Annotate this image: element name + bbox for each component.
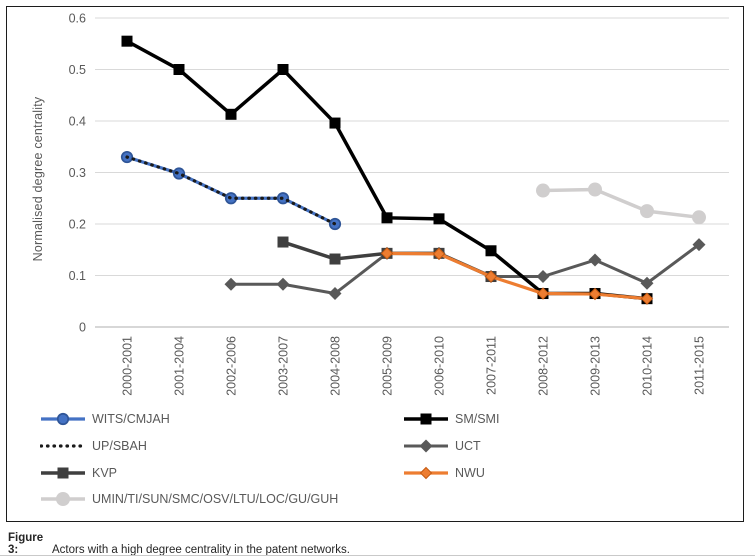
data-point bbox=[121, 35, 133, 47]
x-tick-label: 2010-2014 bbox=[641, 336, 655, 396]
series-line bbox=[542, 187, 700, 220]
x-tick-label: 2004-2008 bbox=[329, 336, 343, 396]
data-point bbox=[433, 213, 445, 225]
data-point bbox=[328, 287, 342, 301]
series-line bbox=[125, 155, 337, 226]
data-point bbox=[329, 253, 341, 265]
data-point bbox=[173, 64, 185, 75]
y-tick-label: 0.6 bbox=[69, 12, 86, 26]
data-point bbox=[536, 287, 550, 300]
series-nwu bbox=[380, 247, 654, 305]
data-point bbox=[588, 182, 602, 197]
data-point bbox=[588, 253, 602, 267]
data-point bbox=[432, 247, 446, 261]
data-point bbox=[329, 117, 341, 129]
caption-label: Figure 3: bbox=[8, 532, 44, 556]
y-tick-label: 0.4 bbox=[69, 115, 86, 129]
data-point bbox=[277, 236, 289, 248]
data-point bbox=[588, 287, 602, 301]
x-tick-label: 2007-2011 bbox=[485, 336, 499, 395]
series-line bbox=[231, 243, 700, 296]
data-point bbox=[225, 108, 237, 120]
x-tick-label: 2008-2012 bbox=[537, 336, 551, 396]
x-tick-label: 2009-2013 bbox=[589, 336, 603, 396]
y-tick-label: 0.2 bbox=[69, 218, 86, 232]
x-tick-label: 2000-2001 bbox=[121, 336, 135, 396]
series-line bbox=[386, 251, 648, 301]
data-point bbox=[640, 292, 654, 305]
data-point bbox=[536, 270, 550, 284]
data-point bbox=[692, 238, 706, 252]
data-point bbox=[485, 245, 497, 257]
chart-canvas: 0.6 0.5 0.4 0.3 0.2 0.1 0 2000-2001 2001-2004 200… bbox=[69, 12, 729, 396]
y-tick-label: 0.1 bbox=[69, 269, 86, 283]
x-tick-label: 2002-2006 bbox=[225, 336, 239, 396]
y-tick-label: 0.3 bbox=[69, 166, 86, 180]
x-tick-label: 2005-2009 bbox=[381, 336, 395, 396]
series-umin-ti-sun-smc-osv-ltu-loc-gu-guh bbox=[536, 182, 706, 225]
data-point bbox=[380, 247, 394, 260]
data-point bbox=[692, 210, 706, 225]
data-point bbox=[224, 277, 238, 291]
y-tick-label: 0 bbox=[79, 321, 86, 335]
data-point bbox=[640, 276, 654, 290]
data-point bbox=[484, 270, 498, 283]
x-tick-label: 2006-2010 bbox=[433, 336, 447, 396]
x-tick-label: 2011-2015 bbox=[693, 336, 707, 395]
bottom-divider bbox=[0, 555, 755, 556]
data-point bbox=[536, 183, 550, 198]
data-point bbox=[640, 204, 654, 219]
x-tick-label: 2001-2004 bbox=[173, 336, 187, 396]
series-wits-cmjah bbox=[120, 150, 342, 231]
series-sm-smi bbox=[121, 35, 653, 305]
data-point bbox=[276, 277, 290, 291]
y-tick-label: 0.5 bbox=[69, 63, 86, 77]
data-point bbox=[277, 64, 289, 75]
caption-text: Actors with a high degree centrality in … bbox=[52, 544, 350, 556]
x-tick-label: 2003-2007 bbox=[277, 336, 291, 396]
series-line bbox=[126, 39, 648, 301]
figure-caption: Figure 3: Actors with a high degree centr… bbox=[8, 532, 748, 556]
series-up-sbah bbox=[125, 155, 337, 226]
data-point bbox=[381, 212, 393, 224]
